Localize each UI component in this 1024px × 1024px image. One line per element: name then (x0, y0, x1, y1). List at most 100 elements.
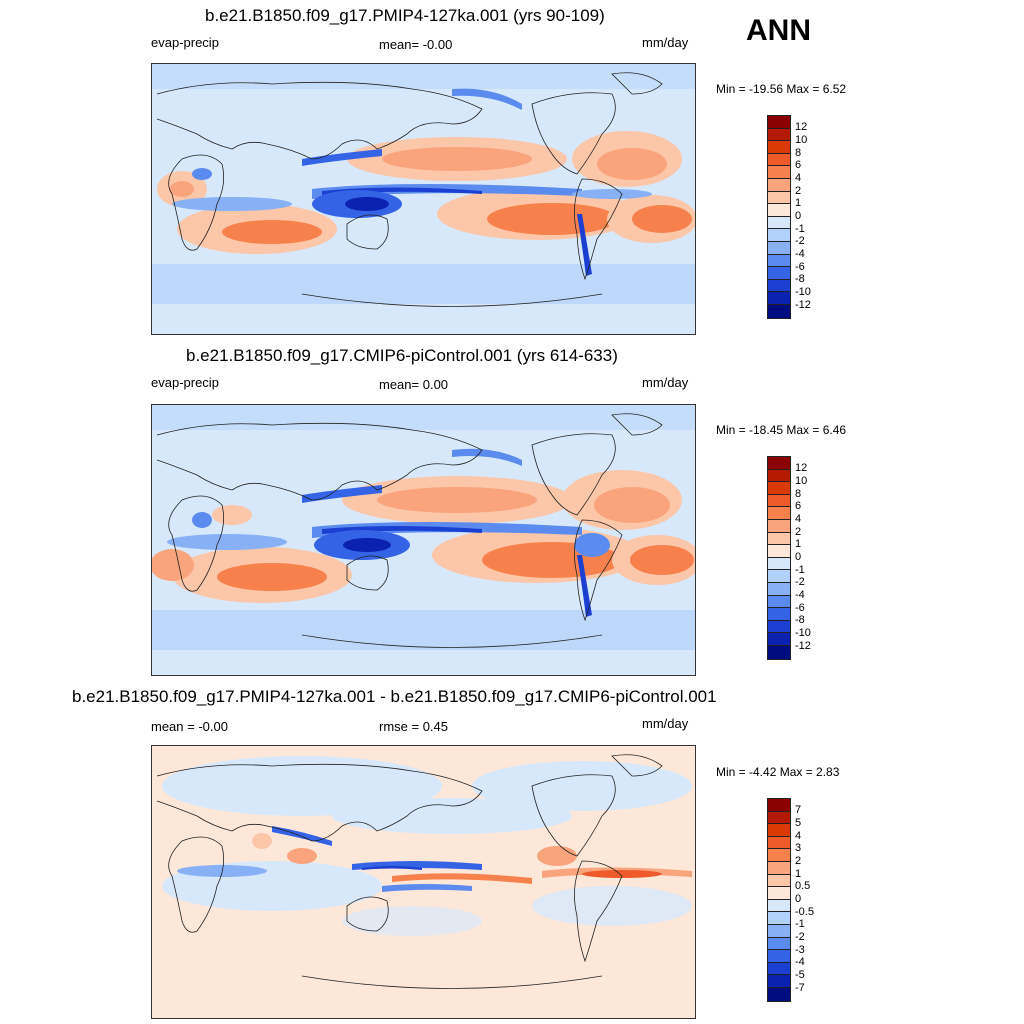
colorbar-box (768, 204, 790, 217)
colorbar-label: -0.5 (795, 906, 814, 918)
colorbar-label: -3 (795, 944, 805, 956)
colorbar-box (768, 874, 790, 888)
colorbar-label: 6 (795, 159, 802, 171)
panel-2-variable-label: evap-precip (151, 375, 219, 390)
colorbar-label: -4 (795, 248, 805, 260)
colorbar-box (768, 899, 790, 913)
colorbar-label: 10 (795, 475, 808, 487)
colorbar-label: 0.5 (795, 880, 811, 892)
colorbar-label: 6 (795, 500, 802, 512)
colorbar-label: 2 (795, 185, 802, 197)
colorbar-label: -4 (795, 589, 805, 601)
colorbar-box (768, 469, 790, 483)
colorbar-box (768, 519, 790, 533)
panel-1-units-label: mm/day (642, 35, 689, 50)
colorbar-box (768, 924, 790, 938)
colorbar-box (768, 507, 790, 520)
colorbar-box (768, 116, 790, 129)
colorbar-box (768, 887, 790, 900)
colorbar-box (768, 141, 790, 154)
colorbar-box (768, 178, 790, 192)
colorbar-box (768, 608, 790, 621)
colorbar-box (768, 824, 790, 837)
colorbar-label: 8 (795, 147, 802, 159)
colorbar-box (768, 849, 790, 862)
colorbar-label: -6 (795, 602, 805, 614)
colorbar-box (768, 216, 790, 230)
colorbar-label: 0 (795, 551, 802, 563)
colorbar-label: -5 (795, 969, 805, 981)
colorbar-box (768, 861, 790, 875)
colorbar-label: -1 (795, 564, 805, 576)
colorbar-label: -12 (795, 299, 811, 311)
colorbar-label: 1 (795, 538, 802, 550)
colorbar-box (768, 912, 790, 925)
colorbar-label: -10 (795, 627, 811, 639)
panel-1-title: b.e21.B1850.f09_g17.PMIP4-127ka.001 (yrs… (205, 6, 605, 25)
colorbar-box (768, 962, 790, 976)
colorbar-box (768, 267, 790, 280)
colorbar-box (768, 292, 790, 305)
colorbar-box (768, 950, 790, 963)
colorbar-label: 2 (795, 526, 802, 538)
colorbar-box (768, 153, 790, 167)
panel-3-title: b.e21.B1850.f09_g17.PMIP4-127ka.001 - b.… (72, 687, 717, 706)
colorbar-label: 0 (795, 210, 802, 222)
colorbar-label: -12 (795, 640, 811, 652)
colorbar-label: 0 (795, 893, 802, 905)
panel-3-rmse-label: rmse = 0.45 (379, 719, 449, 734)
season-label: ANN (746, 14, 811, 47)
colorbar-box (768, 645, 790, 659)
panel-3-units-label: mm/day (642, 716, 689, 731)
panel-1-minmax: Min = -19.56 Max = 6.52 (716, 82, 847, 96)
colorbar-label: -6 (795, 261, 805, 273)
panel-2-units-label: mm/day (642, 375, 689, 390)
panel-3-map (151, 745, 696, 1019)
colorbar-label: -8 (795, 273, 805, 285)
panel-3-mean-label: mean = -0.00 (151, 719, 228, 734)
colorbar-box (768, 128, 790, 142)
colorbar-label: -1 (795, 918, 805, 930)
colorbar-box (768, 582, 790, 596)
colorbar-box (768, 987, 790, 1001)
colorbar-label: -2 (795, 235, 805, 247)
colorbar-label: -4 (795, 956, 805, 968)
panel-2-title: b.e21.B1850.f09_g17.CMIP6-piControl.001 … (186, 346, 618, 365)
colorbar-label: 4 (795, 830, 802, 842)
colorbar-box (768, 254, 790, 268)
colorbar-label: 12 (795, 121, 808, 133)
colorbar-box (768, 620, 790, 634)
colorbar-label: -1 (795, 223, 805, 235)
panel-2-colorbar (767, 456, 791, 660)
colorbar-label: 8 (795, 488, 802, 500)
colorbar-box (768, 532, 790, 546)
colorbar-label: -7 (795, 982, 805, 994)
colorbar-label: 5 (795, 817, 802, 829)
panel-1-map (151, 63, 696, 335)
colorbar-box (768, 633, 790, 646)
colorbar-box (768, 457, 790, 470)
panel-3-minmax: Min = -4.42 Max = 2.83 (716, 765, 840, 779)
colorbar-box (768, 975, 790, 988)
colorbar-label: 3 (795, 842, 802, 854)
colorbar-label: -8 (795, 614, 805, 626)
colorbar-label: 12 (795, 462, 808, 474)
colorbar-box (768, 595, 790, 609)
colorbar-box (768, 241, 790, 255)
panel-2-mean-label: mean= 0.00 (379, 377, 449, 392)
panel-1-colorbar (767, 115, 791, 319)
colorbar-label: 4 (795, 513, 802, 525)
panel-2-minmax: Min = -18.45 Max = 6.46 (716, 423, 847, 437)
panel-2-map (151, 404, 696, 676)
colorbar-box (768, 836, 790, 850)
colorbar-label: -10 (795, 286, 811, 298)
colorbar-label: 10 (795, 134, 808, 146)
colorbar-box (768, 494, 790, 508)
colorbar-box (768, 191, 790, 205)
colorbar-box (768, 811, 790, 825)
colorbar-label: 7 (795, 804, 802, 816)
colorbar-label: -2 (795, 576, 805, 588)
colorbar-label: -2 (795, 931, 805, 943)
colorbar-label: 1 (795, 197, 802, 209)
panel-1-variable-label: evap-precip (151, 35, 219, 50)
